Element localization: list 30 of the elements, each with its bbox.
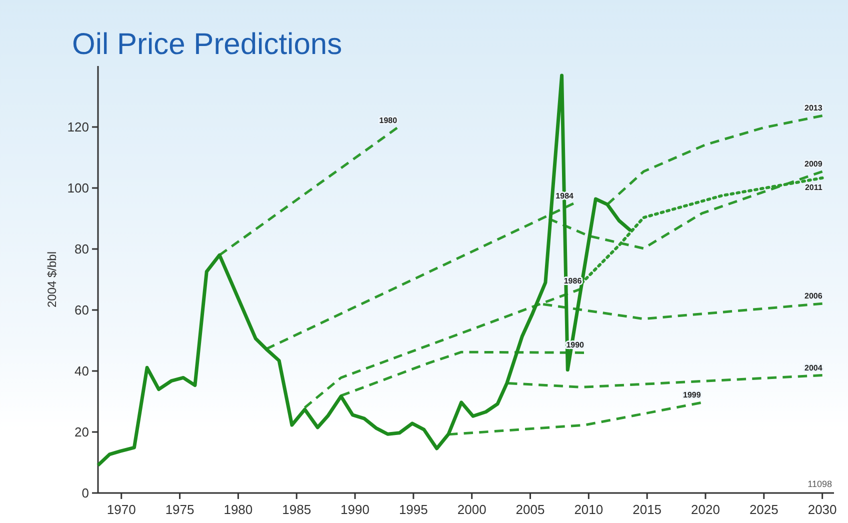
y-tick-label: 40 [74,364,89,379]
x-tick-label: 1970 [106,502,136,517]
annotation: 11098 [808,479,832,489]
x-tick-label: 1975 [165,502,194,517]
x-tick-label: 1995 [398,502,428,517]
y-tick-label: 80 [74,242,89,257]
series-label: 2013 [804,104,823,113]
series-label: 2006 [804,292,823,301]
series-label: 2004 [804,363,823,372]
series-label: 2011 [804,182,823,192]
y-tick-label: 100 [67,180,89,196]
y-axis-title: 2004 $/bbl [45,251,59,308]
y-tick-label: 120 [67,120,89,135]
y-tick-label: 0 [82,486,89,501]
y-tick-label: 20 [74,424,89,440]
x-tick-label: 2000 [457,502,486,517]
x-tick-label: 1985 [282,502,312,517]
x-tick-label: 1990 [340,502,370,517]
x-tick-label: 2010 [574,502,604,517]
x-tick-label: 2025 [749,502,778,517]
x-tick-label: 2020 [691,502,720,517]
series-label: 1999 [683,390,702,400]
x-tick-label: 2030 [808,502,837,517]
series-label: 1980 [379,116,398,125]
x-tick-label: 2015 [632,502,662,517]
series-label: 2009 [804,160,823,169]
chart-title: Oil Price Predictions [72,28,342,61]
x-tick-label: 1980 [224,502,253,517]
x-tick-label: 2005 [516,502,545,517]
y-tick-label: 60 [74,302,89,318]
